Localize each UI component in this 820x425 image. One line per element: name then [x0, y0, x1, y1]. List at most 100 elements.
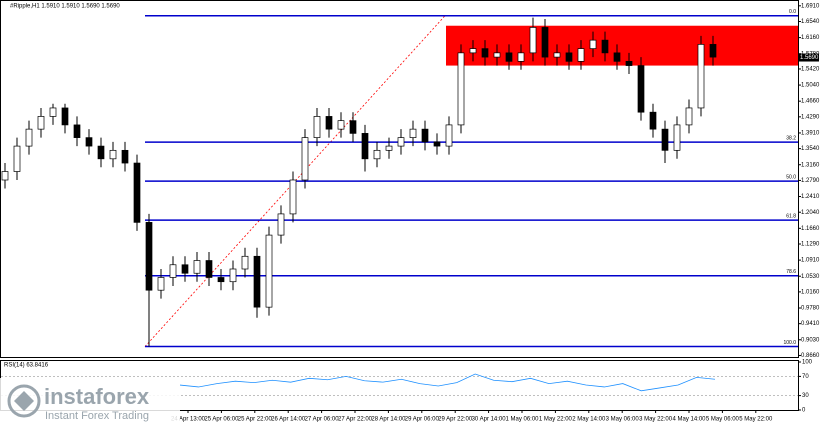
y-tick-label: 1.1660	[801, 226, 820, 232]
candle-body	[145, 222, 153, 291]
fib-label: 38.2	[786, 135, 796, 141]
x-tick-label: 4 May 14:00	[672, 417, 706, 423]
candle-body	[205, 260, 213, 278]
y-tick-label: 1.6540	[801, 19, 820, 25]
candle-body	[61, 107, 69, 126]
candle-body	[697, 44, 705, 109]
fib-trend-line	[144, 15, 446, 347]
candle-body	[457, 52, 465, 126]
candle-body	[85, 137, 93, 147]
x-tick-label: 29 Apr 06:00	[405, 417, 440, 423]
rsi-y-tick-label: 70	[802, 374, 809, 380]
chart-title: #Ripple,H1 1.5910 1.5910 1.5690 1.5690	[10, 4, 120, 10]
candle-body	[637, 65, 645, 113]
x-tick-label: 1 May 22:00	[539, 417, 573, 423]
candle-body	[289, 179, 297, 215]
watermark-icon-inner	[14, 391, 34, 411]
fib-label: 50.0	[786, 174, 796, 180]
candle-body	[157, 277, 165, 291]
candle-body	[253, 255, 261, 308]
y-tick-label: 1.2790	[801, 178, 820, 184]
candle-body	[481, 48, 489, 58]
x-tick-label: 25 Apr 06:00	[204, 417, 239, 423]
candle-body	[577, 48, 585, 62]
candle-body	[277, 213, 285, 236]
y-tick-label: 1.3540	[801, 146, 820, 152]
watermark-icon	[7, 384, 41, 418]
candle-body	[517, 52, 525, 62]
y-tick-label: 1.4290	[801, 114, 820, 120]
rsi-line	[179, 373, 716, 392]
candle-body	[589, 39, 597, 49]
x-tick-label: 25 Apr 22:00	[238, 417, 273, 423]
candle-body	[385, 145, 393, 151]
y-tick-label: 1.0530	[801, 274, 820, 280]
y-tick-label: 0.9410	[801, 321, 820, 327]
watermark-name: instaforex	[44, 384, 150, 409]
candle-body	[565, 52, 573, 62]
candle-body	[301, 137, 309, 181]
candle-body	[397, 137, 405, 147]
rsi-y-tick-label: 30	[802, 393, 809, 399]
candle-body	[709, 44, 717, 58]
y-tick-label: 1.3160	[801, 162, 820, 168]
candle-body	[361, 133, 369, 160]
resistance-zone	[446, 25, 798, 66]
candle-body	[529, 27, 537, 54]
candle-body	[685, 107, 693, 126]
y-tick-label: 1.5040	[801, 83, 820, 89]
candle-body	[37, 116, 45, 130]
candle-body	[229, 268, 237, 283]
plot-area: 1.69101.65401.61601.57801.54201.50401.46…	[1, 3, 820, 423]
x-tick-label: 1 May 06:00	[505, 417, 539, 423]
current-price-box	[798, 53, 819, 62]
candle-body	[313, 116, 321, 138]
x-tick-label: 26 Apr 14:00	[271, 417, 306, 423]
candle-body	[97, 145, 105, 160]
candle-body	[493, 52, 501, 58]
candle-body	[553, 52, 561, 58]
candle-body	[613, 52, 621, 62]
candle-body	[181, 264, 189, 274]
x-tick-label: 3 May 06:00	[606, 417, 640, 423]
candle-body	[349, 120, 357, 134]
candle-body	[169, 264, 177, 278]
candle-body	[661, 128, 669, 151]
candle-body	[445, 124, 453, 147]
candle-body	[601, 39, 609, 54]
watermark: instaforex Instant Forex Trading	[0, 378, 180, 425]
candle-body	[133, 162, 141, 223]
x-tick-label: 5 May 06:00	[706, 417, 740, 423]
current-price-label: 1.5690	[800, 55, 819, 61]
watermark-tagline: Instant Forex Trading	[45, 410, 149, 422]
y-tick-label: 0.9030	[801, 337, 820, 343]
x-tick-label: 24 Apr 13:00	[171, 417, 206, 423]
candle-body	[325, 116, 333, 130]
candle-body	[121, 149, 129, 164]
y-tick-label: 1.4660	[801, 99, 820, 105]
x-tick-label: 27 Apr 06:00	[305, 417, 340, 423]
candle-body	[265, 234, 273, 308]
candle-body	[541, 27, 549, 58]
y-tick-label: 0.9780	[801, 306, 820, 312]
fib-label: 100.0	[783, 340, 796, 346]
fib-label: 78.6	[786, 269, 796, 275]
y-tick-label: 1.2040	[801, 210, 820, 216]
candle-body	[73, 124, 81, 138]
y-tick-label: 1.1290	[801, 242, 820, 248]
fib-label: 61.8	[786, 214, 796, 220]
candle-body	[469, 48, 477, 54]
x-tick-label: 3 May 22:00	[639, 417, 673, 423]
x-tick-label: 5 May 22:00	[739, 417, 773, 423]
candle-body	[505, 52, 513, 62]
candle-body	[1, 171, 9, 181]
y-tick-label: 1.0160	[801, 289, 820, 295]
y-tick-label: 1.6910	[801, 3, 820, 9]
main-frame	[0, 0, 799, 358]
candle-body	[373, 149, 381, 160]
candle-body	[241, 255, 249, 270]
x-tick-label: 29 Apr 22:00	[438, 417, 473, 423]
x-tick-label: 30 Apr 14:00	[472, 417, 507, 423]
candle-body	[49, 107, 57, 117]
